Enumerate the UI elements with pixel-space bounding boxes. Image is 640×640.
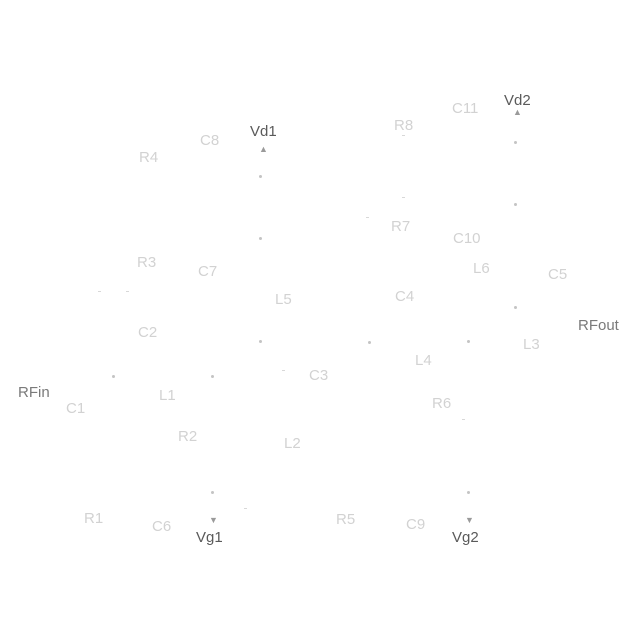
junction-dot bbox=[514, 203, 517, 206]
component-label-c4: C4 bbox=[395, 288, 415, 305]
supply-arrow-vg1: ▼ bbox=[209, 515, 218, 525]
wire-tick bbox=[402, 135, 405, 136]
supply-arrow-vd1: ▲ bbox=[259, 144, 268, 154]
supply-label-vd2: Vd2 bbox=[504, 92, 531, 109]
wire-tick bbox=[126, 291, 129, 292]
port-label-rf-out: RFout bbox=[578, 317, 619, 334]
component-label-c8: C8 bbox=[200, 132, 220, 149]
junction-dot bbox=[368, 341, 371, 344]
component-label-r4: R4 bbox=[139, 149, 159, 166]
component-label-r5: R5 bbox=[336, 511, 356, 528]
supply-arrow-vd2: ▲ bbox=[513, 107, 522, 117]
component-label-c11: C11 bbox=[452, 100, 479, 117]
component-label-r3: R3 bbox=[137, 254, 157, 271]
component-label-c9: C9 bbox=[406, 516, 426, 533]
junction-dot bbox=[112, 375, 115, 378]
wire-tick bbox=[366, 217, 369, 218]
junction-dot bbox=[259, 340, 262, 343]
component-label-c5: C5 bbox=[548, 266, 568, 283]
supply-label-vg1: Vg1 bbox=[196, 529, 223, 546]
component-label-l6: L6 bbox=[473, 260, 490, 277]
component-label-r6: R6 bbox=[432, 395, 452, 412]
junction-dot bbox=[211, 491, 214, 494]
component-label-c1: C1 bbox=[66, 400, 86, 417]
junction-dot bbox=[211, 375, 214, 378]
component-label-c6: C6 bbox=[152, 518, 172, 535]
component-label-c10: C10 bbox=[453, 230, 481, 247]
junction-dot bbox=[259, 175, 262, 178]
port-label-rf-in: RFin bbox=[18, 384, 50, 401]
component-label-l3: L3 bbox=[523, 336, 540, 353]
component-label-c3: C3 bbox=[309, 367, 329, 384]
component-label-l4: L4 bbox=[415, 352, 432, 369]
wire-tick bbox=[462, 419, 465, 420]
component-label-c7: C7 bbox=[198, 263, 218, 280]
component-label-c2: C2 bbox=[138, 324, 158, 341]
supply-label-vd1: Vd1 bbox=[250, 123, 277, 140]
component-label-r1: R1 bbox=[84, 510, 104, 527]
junction-dot bbox=[259, 237, 262, 240]
component-label-l2: L2 bbox=[284, 435, 301, 452]
component-label-r2: R2 bbox=[178, 428, 198, 445]
component-label-r8: R8 bbox=[394, 117, 414, 134]
junction-dot bbox=[514, 306, 517, 309]
junction-dot bbox=[514, 141, 517, 144]
wire-tick bbox=[282, 370, 285, 371]
component-label-l1: L1 bbox=[159, 387, 176, 404]
wire-tick bbox=[244, 508, 247, 509]
junction-dot bbox=[467, 491, 470, 494]
wire-tick bbox=[98, 291, 101, 292]
junction-dot bbox=[467, 340, 470, 343]
supply-label-vg2: Vg2 bbox=[452, 529, 479, 546]
component-label-r7: R7 bbox=[391, 218, 411, 235]
supply-arrow-vg2: ▼ bbox=[465, 515, 474, 525]
wire-tick bbox=[402, 197, 405, 198]
component-label-l5: L5 bbox=[275, 291, 292, 308]
